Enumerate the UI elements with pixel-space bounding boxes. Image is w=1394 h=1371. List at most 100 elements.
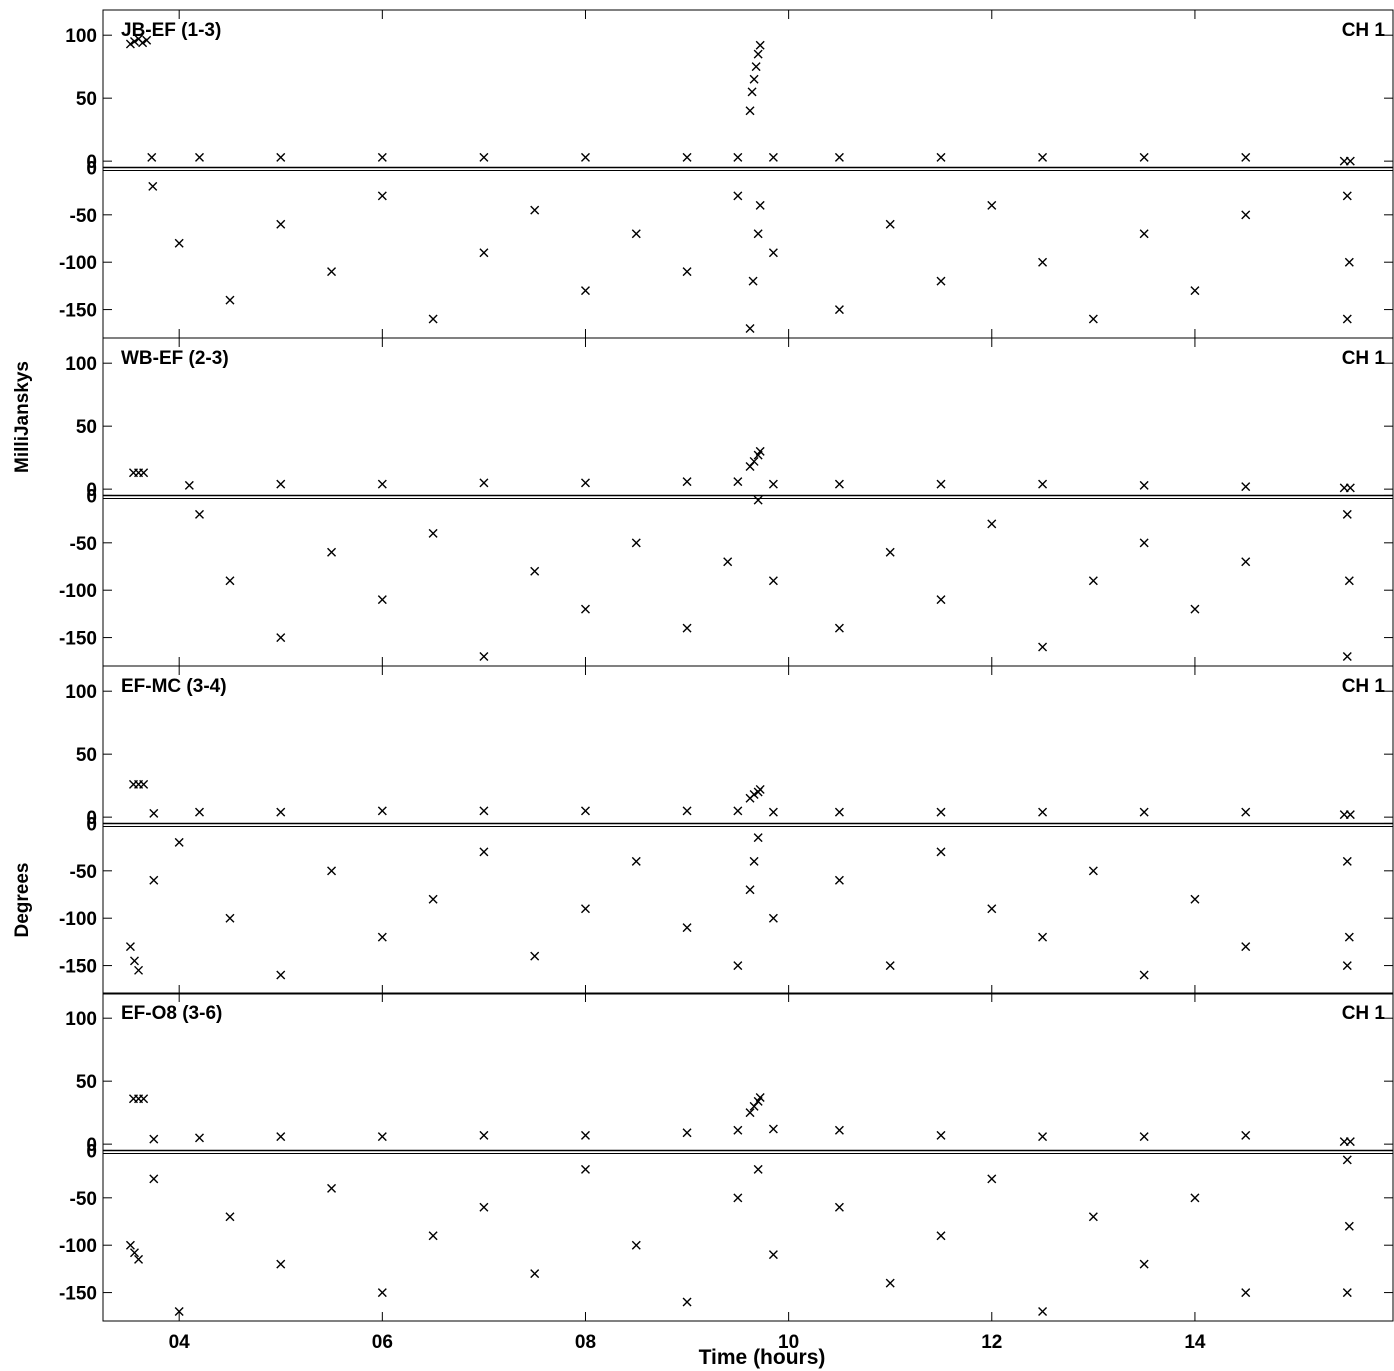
phase-point [1241, 942, 1251, 952]
amp-y-tick-label: 0 [86, 1135, 97, 1156]
phase-point [753, 1164, 763, 1174]
phase-y-tick-label: -100 [59, 581, 97, 602]
amplitude-point [682, 806, 692, 816]
amplitude-point [749, 74, 759, 84]
phase-y-tick-label: -100 [59, 1236, 97, 1257]
amplitude-point [755, 446, 765, 456]
phase-point [327, 866, 337, 876]
amplitude-point [138, 38, 148, 48]
phase-point [936, 595, 946, 605]
phase-y-tick-label: -150 [59, 629, 97, 650]
phase-point [428, 1231, 438, 1241]
amplitude-point [1345, 810, 1355, 820]
amplitude-point [682, 1128, 692, 1138]
phase-point [987, 1174, 997, 1184]
phase-point [1139, 1259, 1149, 1269]
phase-point [428, 528, 438, 538]
channel-label: CH 1 [1342, 1003, 1386, 1024]
phase-point [129, 1248, 139, 1258]
phase-point [276, 970, 286, 980]
amplitude-point [129, 36, 139, 46]
x-tick-label: 10 [778, 1332, 799, 1353]
x-tick-label: 08 [575, 1332, 596, 1353]
phase-point [530, 1269, 540, 1279]
phase-point [936, 847, 946, 857]
panel-frame [102, 337, 1394, 667]
phase-point [1088, 314, 1098, 324]
phase-point [1342, 191, 1352, 201]
phase-point [753, 833, 763, 843]
phase-point [682, 1297, 692, 1307]
panel-title: WB-EF (2-3) [121, 348, 229, 369]
phase-point [225, 295, 235, 305]
x-tick-label: 06 [372, 1332, 393, 1353]
phase-point [1038, 642, 1048, 652]
phase-point [530, 205, 540, 215]
phase-point [631, 1240, 641, 1250]
amplitude-point [195, 1133, 204, 1143]
amplitude-point [733, 477, 743, 487]
phase-point [834, 305, 844, 315]
panel-title: JB-EF (1-3) [121, 20, 221, 41]
amplitude-point [479, 478, 489, 488]
amplitude-point [733, 152, 743, 162]
panel-title: EF-MC (3-4) [121, 676, 227, 697]
phase-point [768, 1250, 778, 1260]
amplitude-point [147, 152, 157, 162]
phase-point [1342, 1155, 1352, 1165]
amplitude-point [1241, 152, 1251, 162]
phase-point [1139, 970, 1149, 980]
data-points [125, 34, 1355, 334]
phase-point [377, 1288, 387, 1298]
amplitude-point [1345, 1137, 1355, 1147]
phase-point [748, 276, 758, 286]
phase-y-tick-label: -50 [70, 534, 97, 555]
phase-y-tick-label: -150 [59, 301, 97, 322]
phase-point [377, 932, 387, 942]
phase-point [479, 652, 489, 662]
phase-point [148, 181, 158, 191]
phase-point [753, 229, 763, 239]
amplitude-point [479, 152, 489, 162]
amplitude-point [1038, 1132, 1048, 1142]
phase-y-tick-label: 0 [86, 158, 97, 179]
phase-point [225, 1212, 235, 1222]
amplitude-point [1038, 152, 1048, 162]
phase-point [768, 913, 778, 923]
amplitude-point [1139, 807, 1149, 817]
phase-point [987, 904, 997, 914]
amp-y-tick-label: 50 [76, 745, 97, 766]
data-points [125, 1093, 1355, 1317]
data-points [125, 779, 1355, 980]
phase-y-tick-label: -150 [59, 957, 97, 978]
amplitude-point [768, 479, 778, 489]
amplitude-point [377, 152, 387, 162]
amplitude-point [1241, 807, 1251, 817]
phase-point [733, 961, 743, 971]
amplitude-point [755, 40, 765, 50]
phase-point [149, 875, 159, 885]
phase-point [1342, 652, 1352, 662]
phase-point [377, 191, 387, 201]
amplitude-point [755, 784, 765, 794]
amplitude-point [749, 789, 759, 799]
amplitude-point [1038, 479, 1048, 489]
amplitude-point [682, 477, 692, 487]
phase-point [276, 1259, 286, 1269]
phase-point [149, 1174, 159, 1184]
phase-point [1139, 229, 1149, 239]
amplitude-point [276, 152, 286, 162]
phase-point [936, 276, 946, 286]
amplitude-point [936, 479, 946, 489]
amplitude-point [1345, 483, 1355, 493]
phase-point [1190, 894, 1200, 904]
phase-point [580, 604, 590, 614]
panel-3: 0 50 100 0 -50 -100 -150 EF-MC (3-4) CH 1 [59, 665, 1394, 995]
phase-point [1342, 961, 1352, 971]
phase-y-tick-label: -100 [59, 909, 97, 930]
phase-point [745, 324, 755, 334]
phase-point [749, 856, 759, 866]
phase-point [682, 623, 692, 633]
